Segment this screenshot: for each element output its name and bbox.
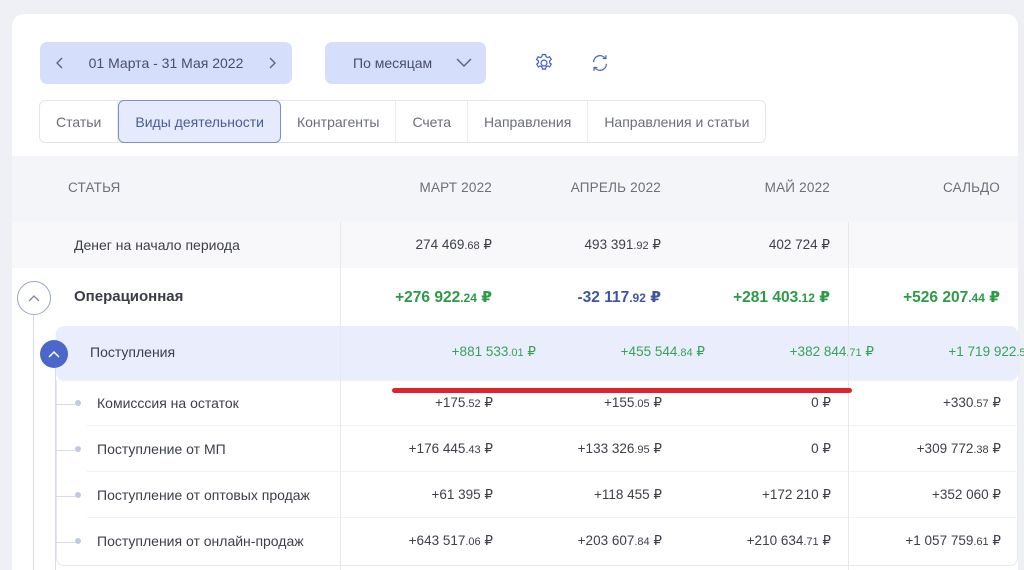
chevron-down-icon [456, 58, 472, 67]
tab-activity-types[interactable]: Виды деятельности [118, 100, 281, 143]
bullet-icon [75, 446, 81, 452]
cell-balance: +1 057 759.61 ₽ [905, 533, 1001, 548]
column-header-april[interactable]: Апрель 2022 [570, 180, 661, 195]
row-label: Комисссия на остаток [97, 395, 239, 411]
table-row[interactable]: Поступление от оптовых продаж +61 395 ₽ … [13, 472, 1019, 518]
table-row-start-balance: Денег на начало периода 274 469.68 ₽ 493… [12, 222, 1018, 268]
cell-april: +455 544.84 ₽ [620, 344, 705, 359]
settings-button[interactable] [531, 50, 557, 76]
refresh-button[interactable] [587, 50, 613, 76]
table-row-group-operational[interactable]: Операционная +276 922.24 ₽ -32 117.92 ₽ … [12, 268, 1018, 326]
cell-march: +176 445.43 ₽ [408, 441, 493, 456]
cell-april: -32 117.92 ₽ [577, 289, 662, 306]
tab-counterparties[interactable]: Контрагенты [281, 101, 397, 142]
collapse-income-button[interactable] [40, 340, 68, 368]
cell-march: +643 517.06 ₽ [408, 533, 493, 548]
chevron-up-icon [48, 350, 60, 358]
grouping-value: По месяцам [353, 55, 433, 71]
tree-connector [55, 450, 75, 451]
report-card: 01 Марта - 31 Мая 2022 По месяцам Статьи… [12, 14, 1024, 570]
table-row[interactable]: Комисссия на остаток +175.52 ₽ +155.05 ₽… [13, 380, 1019, 426]
column-header-article[interactable]: Статья [68, 180, 121, 195]
row-label: Поступления [90, 344, 176, 360]
cell-balance: +309 772.38 ₽ [916, 441, 1001, 456]
date-range-text: 01 Марта - 31 Мая 2022 [88, 55, 244, 71]
cell-april: +203 607.84 ₽ [577, 533, 662, 548]
cell-march: 274 469.68 ₽ [415, 237, 492, 252]
tree-line [55, 368, 56, 570]
cell-march: +61 395 ₽ [431, 487, 493, 502]
tab-directions-and-articles[interactable]: Направления и статьи [604, 113, 750, 130]
refresh-icon [592, 55, 608, 71]
row-label: Операционная [74, 288, 184, 305]
cell-balance: +330.57 ₽ [942, 395, 1001, 410]
bullet-icon [75, 492, 81, 498]
view-tabs: Статьи Виды деятельности Контрагенты Сче… [39, 100, 767, 143]
cell-may: 0 ₽ [811, 441, 831, 456]
row-divider [87, 425, 1019, 426]
table-row-subgroup-income[interactable]: Поступления +881 533.01 ₽ +455 544.84 ₽ … [56, 326, 1024, 380]
cell-may: 0 ₽ [811, 395, 831, 410]
tree-connector [55, 404, 75, 405]
bullet-icon [75, 538, 81, 544]
cell-balance: +526 207.44 ₽ [903, 289, 1000, 306]
bullet-icon [75, 400, 81, 406]
tree-connector [55, 496, 75, 497]
table-row[interactable]: Поступления от онлайн-продаж +643 517.06… [13, 518, 1019, 564]
chevron-left-icon[interactable] [50, 53, 70, 73]
cell-may: +382 844.71 ₽ [789, 344, 874, 359]
tree-connector [55, 542, 75, 543]
column-header-balance[interactable]: Сальдо [942, 180, 1000, 195]
cell-may: 402 724 ₽ [768, 237, 830, 252]
row-label: Поступления от онлайн-продаж [97, 533, 304, 549]
cell-balance: +352 060 ₽ [931, 487, 1001, 502]
collapse-operational-button[interactable] [17, 281, 51, 315]
cell-may: +172 210 ₽ [761, 487, 831, 502]
gear-icon [535, 53, 553, 70]
row-label: Поступление от оптовых продаж [97, 487, 310, 503]
chevron-up-icon [28, 295, 40, 302]
row-label: Поступление от МП [97, 441, 226, 457]
grouping-select[interactable]: По месяцам [325, 42, 486, 84]
cell-may: +210 634.71 ₽ [746, 533, 831, 548]
column-header-may[interactable]: Май 2022 [764, 180, 830, 195]
cell-april: +118 455 ₽ [593, 487, 662, 502]
cell-april: +155.05 ₽ [603, 395, 662, 410]
date-range-picker[interactable]: 01 Марта - 31 Мая 2022 [40, 42, 292, 84]
tab-directions[interactable]: Направления [468, 101, 589, 142]
column-header-march[interactable]: Март 2022 [419, 180, 492, 195]
annotation-underline [392, 388, 852, 393]
column-divider [340, 222, 341, 570]
cell-balance: +1 719 922.56 ₽ [948, 344, 1024, 359]
cell-april: 493 391.92 ₽ [584, 237, 661, 252]
table-header: Статья Март 2022 Апрель 2022 Май 2022 Са… [12, 156, 1018, 222]
row-label: Денег на начало периода [74, 237, 240, 253]
cell-march: +276 922.24 ₽ [395, 289, 492, 306]
cell-may: +281 403.12 ₽ [733, 289, 830, 306]
tree-line [33, 315, 34, 570]
cell-march: +881 533.01 ₽ [451, 344, 536, 359]
row-divider [87, 517, 1019, 518]
table-row[interactable]: Поступление от МП +176 445.43 ₽ +133 326… [13, 426, 1019, 472]
column-divider [848, 222, 849, 570]
cell-april: +133 326.95 ₽ [577, 441, 662, 456]
tab-accounts[interactable]: Счета [396, 101, 469, 142]
subgroup-items: Комисссия на остаток +175.52 ₽ +155.05 ₽… [56, 380, 1019, 566]
tab-articles[interactable]: Статьи [40, 101, 119, 142]
row-divider [87, 471, 1019, 472]
chevron-right-icon[interactable] [262, 53, 282, 73]
cell-march: +175.52 ₽ [434, 395, 493, 410]
